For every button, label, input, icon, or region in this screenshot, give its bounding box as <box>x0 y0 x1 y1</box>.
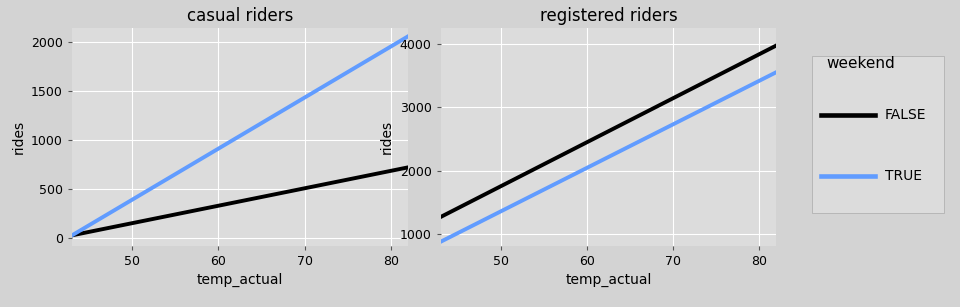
FancyBboxPatch shape <box>812 56 944 213</box>
Title: registered riders: registered riders <box>540 7 678 25</box>
Title: casual riders: casual riders <box>187 7 293 25</box>
X-axis label: temp_actual: temp_actual <box>197 273 283 287</box>
Text: weekend: weekend <box>827 56 896 71</box>
Y-axis label: rides: rides <box>12 119 26 154</box>
Text: TRUE: TRUE <box>885 169 923 183</box>
Y-axis label: rides: rides <box>380 119 395 154</box>
Text: FALSE: FALSE <box>885 108 926 122</box>
X-axis label: temp_actual: temp_actual <box>565 273 652 287</box>
